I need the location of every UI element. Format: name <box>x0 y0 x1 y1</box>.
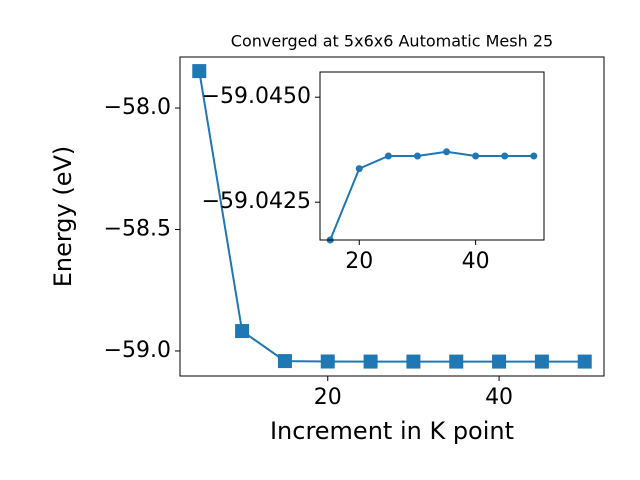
y-tick-label: −58.0 <box>104 95 171 120</box>
x-tick-label: 40 <box>485 385 513 410</box>
data-point <box>235 324 250 339</box>
x-axis-label: Increment in K point <box>270 417 514 445</box>
axes-frame <box>319 71 545 241</box>
data-line <box>329 150 534 241</box>
data-point <box>355 165 363 173</box>
chart-title: Converged at 5x6x6 Automatic Mesh 25 <box>231 32 553 51</box>
y-tick-label: −59.0425 <box>202 189 311 214</box>
data-point <box>449 354 464 369</box>
y-tick-label: −59.0450 <box>202 84 311 109</box>
data-point <box>577 354 592 369</box>
y-tick-label: −58.5 <box>104 216 171 241</box>
data-point <box>192 64 207 79</box>
y-axis-label: Energy (eV) <box>49 146 77 288</box>
data-point <box>363 354 378 369</box>
x-tick-label: 20 <box>345 249 373 274</box>
data-line <box>198 70 585 363</box>
data-point <box>492 354 507 369</box>
data-point <box>443 148 451 156</box>
data-point <box>413 152 421 160</box>
x-tick-label: 40 <box>462 249 490 274</box>
data-point <box>406 354 421 369</box>
data-point <box>384 152 392 160</box>
data-point <box>534 354 549 369</box>
data-point <box>501 152 509 160</box>
data-point <box>320 354 335 369</box>
y-tick-label: −59.0 <box>104 338 171 363</box>
data-point <box>530 152 538 160</box>
x-tick-label: 20 <box>314 385 342 410</box>
data-point <box>277 354 292 369</box>
axes-frame <box>179 56 605 377</box>
data-point <box>472 152 480 160</box>
axes: 20 40 −59.0425 −59.0450 <box>202 71 545 274</box>
